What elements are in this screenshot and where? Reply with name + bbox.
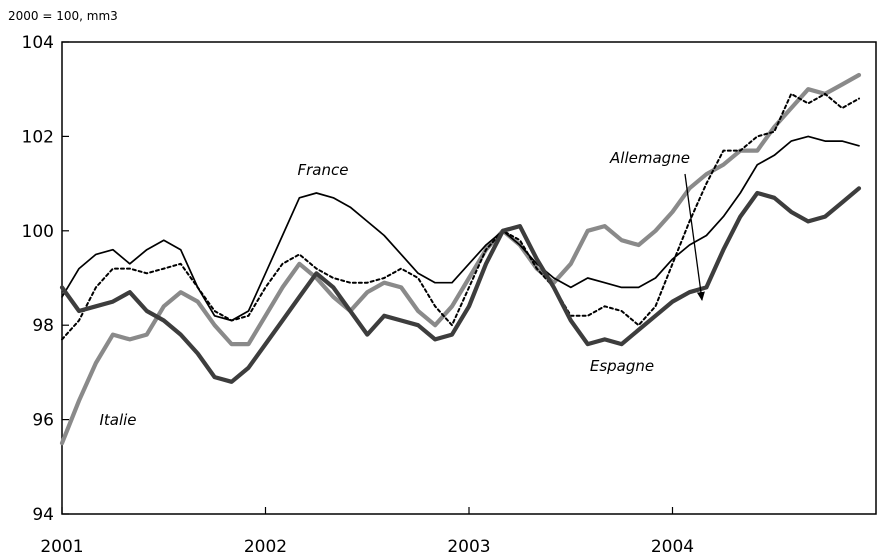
- y-tick-label: 102: [22, 127, 54, 147]
- y-tick-label: 98: [32, 316, 54, 336]
- y-tick-label: 96: [32, 411, 54, 431]
- x-tick-label: 2003: [447, 537, 490, 557]
- series-line-allemagne: [61, 92, 860, 341]
- series-layer: [59, 72, 862, 446]
- series-line-france: [61, 135, 860, 322]
- unit-label: 2000 = 100, mm3: [8, 9, 118, 23]
- series-line-espagne: [59, 186, 862, 384]
- x-tick-label: 2004: [651, 537, 694, 557]
- annotation-layer: France Allemagne Italie Espagne: [99, 149, 705, 429]
- series-line-italie: [59, 72, 862, 446]
- annotation-espagne: Espagne: [590, 357, 654, 375]
- annotation-arrow: [684, 173, 705, 301]
- annotation-italie: Italie: [99, 411, 136, 429]
- x-tick-label: 2001: [40, 537, 83, 557]
- y-tick-label: 94: [32, 505, 54, 525]
- annotation-france: France: [298, 161, 349, 179]
- x-tick-label: 2002: [244, 537, 287, 557]
- annotation-allemagne: Allemagne: [609, 149, 690, 167]
- y-tick-label: 104: [22, 33, 54, 53]
- axes: 94 96 98 100 102 104 2001 2002 2003 2004: [22, 33, 877, 557]
- y-tick-label: 100: [22, 222, 54, 242]
